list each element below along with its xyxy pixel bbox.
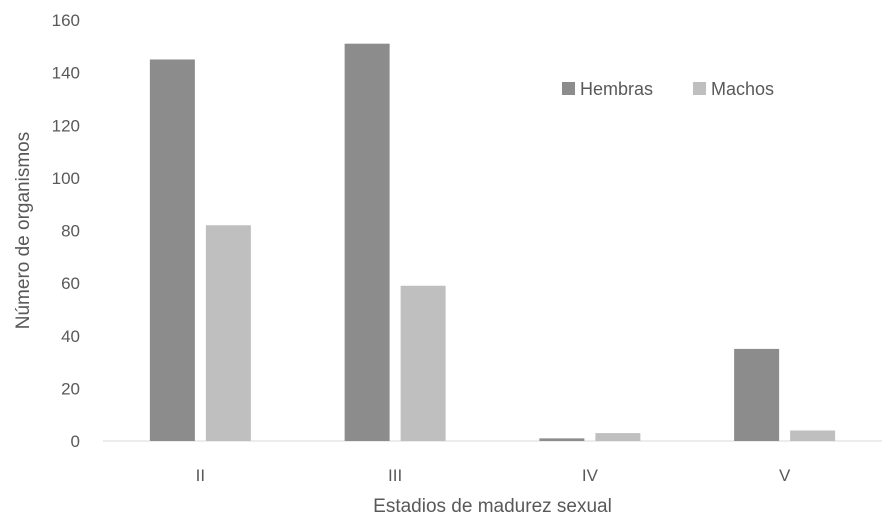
- legend: Hembras Machos: [562, 79, 774, 99]
- bars: [149, 43, 836, 442]
- bar-hembras-II: [149, 59, 195, 441]
- bar-machos-IV: [595, 433, 641, 441]
- bar-machos-III: [400, 285, 446, 441]
- bar-hembras-V: [734, 348, 780, 441]
- x-tick-label: V: [779, 466, 791, 485]
- x-tick-label: III: [388, 466, 402, 485]
- bar-hembras-IV: [539, 438, 585, 441]
- y-tick-label: 140: [52, 64, 80, 83]
- bar-hembras-III: [344, 43, 390, 442]
- y-tick-label: 60: [61, 274, 80, 293]
- y-tick-label: 160: [52, 11, 80, 30]
- legend-label-hembras: Hembras: [580, 79, 653, 99]
- y-axis-title: Número de organismos: [13, 132, 34, 329]
- y-axis-ticks: 0 20 40 60 80 100 120 140 160: [52, 11, 80, 451]
- bar-machos-II: [205, 225, 251, 441]
- x-axis-ticks: II III IV V: [196, 466, 791, 485]
- legend-swatch-machos: [693, 82, 706, 95]
- x-axis-title: Estadios de madurez sexual: [373, 496, 612, 517]
- y-tick-label: 120: [52, 116, 80, 135]
- y-tick-label: 80: [61, 222, 80, 241]
- bar-machos-V: [790, 430, 836, 441]
- legend-label-machos: Machos: [711, 79, 774, 99]
- y-tick-label: 0: [71, 432, 80, 451]
- y-tick-label: 100: [52, 169, 80, 188]
- y-tick-label: 40: [61, 327, 80, 346]
- x-tick-label: II: [196, 466, 205, 485]
- legend-swatch-hembras: [562, 82, 575, 95]
- y-tick-label: 20: [61, 379, 80, 398]
- x-tick-label: IV: [582, 466, 599, 485]
